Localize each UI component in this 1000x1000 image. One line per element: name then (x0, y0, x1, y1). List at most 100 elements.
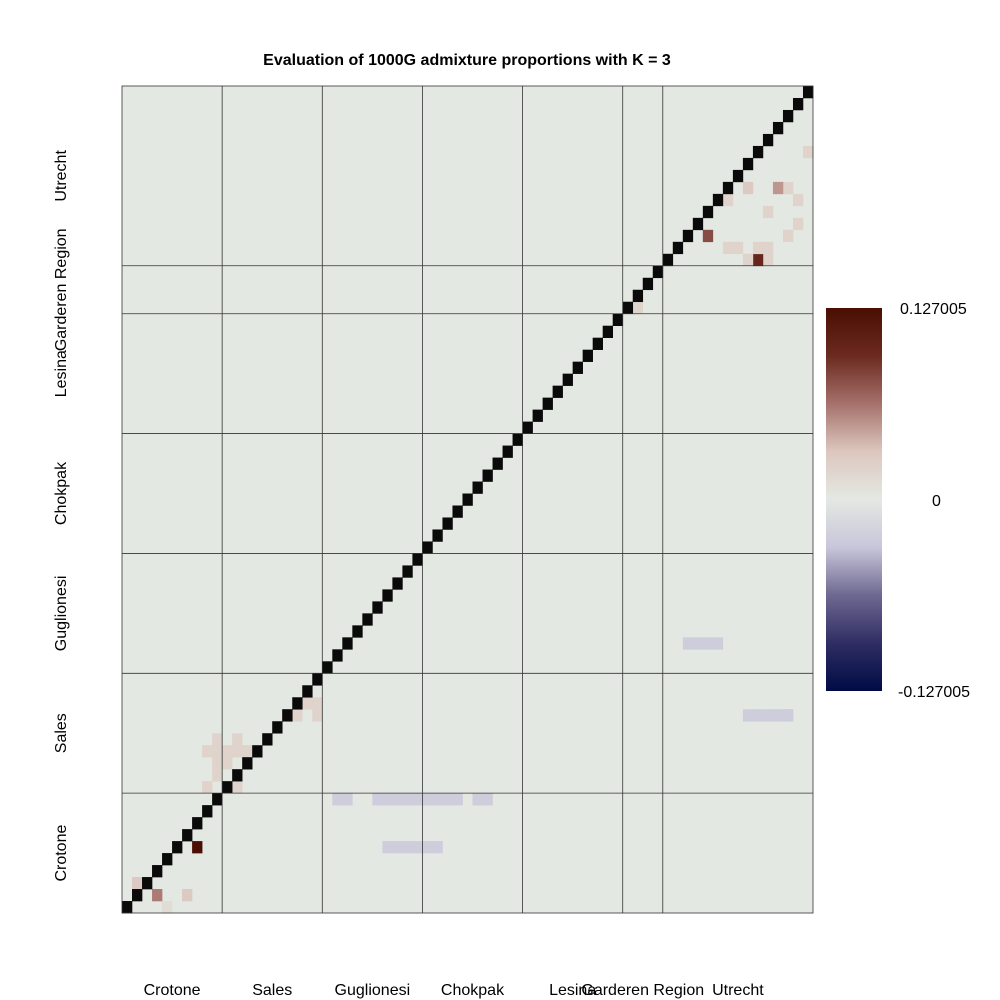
diagonal-cell (562, 373, 573, 386)
diagonal-cell (222, 781, 233, 794)
diagonal-cell (142, 877, 153, 890)
heatmap-cell (482, 793, 493, 806)
heatmap-cell (212, 769, 223, 782)
diagonal-cell (602, 325, 614, 338)
diagonal-cell (622, 301, 634, 315)
heatmap-cell (682, 637, 694, 650)
heatmap-cell (212, 745, 223, 758)
heatmap-cell (772, 181, 784, 195)
colorbar-max-label: 0.127005 (900, 301, 967, 318)
diagonal-cell (662, 253, 674, 267)
diagonal-cell (532, 409, 543, 422)
heatmap-cell (442, 793, 453, 806)
heatmap-cell (402, 841, 413, 854)
diagonal-cell (752, 145, 764, 159)
diagonal-cell (742, 157, 754, 171)
heatmap-cell (762, 709, 774, 722)
diagonal-cell (672, 241, 684, 255)
heatmap-cell (212, 757, 223, 770)
heatmap-cell (452, 793, 463, 806)
diagonal-cell (372, 601, 383, 614)
heatmap-cell (402, 793, 413, 806)
heatmap-cell (312, 697, 323, 710)
diagonal-cell (282, 709, 293, 722)
diagonal-cell (572, 361, 583, 374)
heatmap-cell (202, 781, 213, 794)
colorbar-mid-label: 0 (932, 493, 941, 510)
diagonal-cell (692, 217, 704, 231)
diagonal-cell (242, 757, 253, 770)
diagonal-cell (172, 841, 183, 854)
x-tick-label: Sales (252, 982, 292, 999)
diagonal-cell (702, 205, 714, 219)
heatmap-cell (752, 241, 764, 255)
y-tick-label: Utrecht (53, 150, 70, 202)
diagonal-cell (212, 793, 223, 806)
diagonal-cell (352, 625, 363, 638)
diagonal-cell (232, 769, 243, 782)
x-tick-label: Utrecht (712, 982, 764, 999)
heatmap-cell (732, 241, 744, 255)
diagonal-cell (422, 541, 433, 554)
diagonal-cell (402, 565, 413, 578)
diagonal-cell (312, 673, 323, 686)
heatmap-cell (782, 229, 794, 243)
colorbar-gradient (826, 308, 882, 691)
diagonal-cell (412, 553, 423, 566)
heatmap-cell (152, 889, 163, 902)
diagonal-cell (252, 745, 263, 758)
diagonal-cell (162, 853, 173, 866)
diagonal-cell (432, 529, 443, 542)
heatmap-cell (392, 841, 403, 854)
x-tick-labels: Crotone Sales Guglionesi Chokpak LesinaGarde… (144, 982, 765, 999)
diagonal-cell (652, 265, 664, 279)
diagonal-cell (732, 169, 744, 183)
heatmap-cell (232, 745, 243, 758)
heatmap-cell (782, 709, 794, 722)
diagonal-cell (542, 397, 553, 410)
heatmap-cell (742, 181, 754, 195)
x-tick-label: Crotone (144, 982, 201, 999)
heatmap-cell (162, 901, 173, 914)
heatmap-cell (802, 145, 814, 159)
y-tick-label: Sales (53, 713, 70, 753)
colorbar: 0.127005 0 -0.127005 (826, 301, 970, 701)
heatmap-cell (342, 793, 353, 806)
heatmap-cell (332, 793, 343, 806)
diagonal-cell (682, 229, 694, 243)
diagonal-cell (262, 733, 273, 746)
heatmap-cell (692, 637, 704, 650)
heatmap-cell (222, 745, 233, 758)
heatmap-cell (422, 793, 433, 806)
diagonal-cell (642, 277, 654, 291)
x-tick-label: Garderen Region (581, 982, 704, 999)
diagonal-cell (772, 121, 784, 135)
diagonal-cell (122, 901, 133, 914)
heatmap-cell (762, 241, 774, 255)
diagonal-cell (292, 697, 303, 710)
diagonal-cell (302, 685, 313, 698)
heatmap-cell (472, 793, 483, 806)
heatmap-cell (432, 793, 443, 806)
diagonal-cell (182, 829, 193, 842)
heatmap-cell (792, 217, 804, 231)
diagonal-cell (452, 505, 463, 518)
heatmap-cell (772, 709, 784, 722)
heatmap-cell (782, 181, 794, 195)
heatmap-cell (702, 637, 714, 650)
heatmap-cell (382, 841, 393, 854)
heatmap-cell (222, 757, 233, 770)
heatmap-cell (752, 709, 764, 722)
heatmap-cell (762, 253, 774, 267)
diagonal-cell (192, 817, 203, 830)
heatmap-cell (632, 301, 644, 315)
heatmap-cell (192, 841, 203, 854)
y-tick-label: Garderen Region (53, 228, 70, 351)
heatmap-cell (712, 637, 724, 650)
heatmap-cell (702, 229, 714, 243)
heatmap-cell (412, 841, 423, 854)
diagonal-cell (592, 337, 603, 350)
diagonal-cell (712, 193, 724, 207)
heatmap-cell (412, 793, 423, 806)
